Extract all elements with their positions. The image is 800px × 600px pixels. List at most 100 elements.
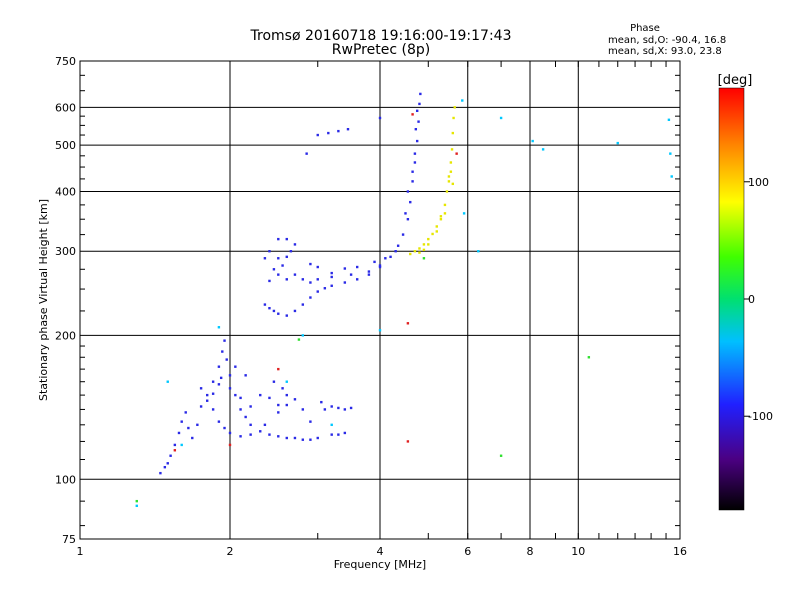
phase-stats-title: Phase: [630, 23, 660, 34]
data-point: [316, 290, 319, 293]
data-point: [449, 161, 453, 164]
data-point: [378, 265, 382, 269]
data-point: [268, 250, 271, 253]
data-point: [217, 365, 221, 368]
data-point: [305, 152, 308, 155]
data-point: [343, 408, 347, 411]
axis-ticks: 1 2 4 6 8 10 16 75 100 200 300 400 500 600 750: [55, 55, 687, 558]
data-point: [285, 278, 288, 281]
data-point: [301, 334, 305, 337]
data-point: [670, 175, 673, 178]
data-point: [169, 454, 172, 457]
data-point: [378, 329, 382, 332]
data-point: [244, 415, 247, 419]
data-point: [301, 438, 305, 441]
data-point: [343, 267, 347, 270]
data-point: [455, 152, 458, 155]
data-point: [268, 279, 271, 283]
data-point: [272, 309, 276, 313]
data-point: [373, 260, 376, 264]
data-point: [211, 392, 215, 395]
data-point: [249, 423, 252, 427]
data-point: [330, 284, 333, 287]
grid-lines: [80, 61, 680, 539]
data-point: [367, 273, 371, 276]
data-point: [316, 436, 319, 440]
data-point: [239, 408, 242, 411]
y-tick-label: 600: [55, 101, 76, 114]
data-point: [277, 411, 280, 414]
data-point: [349, 406, 353, 410]
data-point: [422, 248, 426, 252]
data-point: [263, 303, 267, 306]
data-point: [355, 265, 359, 269]
data-point: [163, 465, 167, 469]
data-point: [587, 356, 591, 359]
data-point: [272, 380, 276, 383]
chart-title: Tromsø 20160718 19:16:00-19:17:43: [250, 28, 512, 44]
data-point: [396, 244, 400, 247]
data-point: [268, 396, 271, 400]
phase-stats-x: mean, sd,X: 93.0, 23.8: [608, 46, 722, 57]
y-tick-label: 200: [55, 329, 76, 342]
data-point: [309, 262, 312, 266]
data-point: [415, 139, 419, 143]
data-point: [187, 426, 190, 430]
data-point: [346, 127, 350, 131]
data-point: [449, 170, 453, 173]
data-point: [413, 250, 417, 253]
chart-subtitle: RwPretec (8p): [332, 42, 430, 58]
data-point: [499, 116, 503, 120]
colorbar-ticks: -100 0 100: [744, 176, 773, 423]
data-point: [327, 131, 330, 135]
data-point: [293, 243, 297, 246]
data-point: [316, 133, 319, 137]
data-point: [281, 264, 284, 267]
data-point: [223, 426, 226, 430]
data-point: [277, 257, 280, 260]
data-point: [411, 170, 414, 173]
data-point: [451, 131, 455, 135]
data-point: [228, 431, 232, 435]
data-point: [439, 215, 443, 218]
data-point: [406, 190, 410, 193]
data-point: [309, 281, 312, 284]
data-point: [285, 403, 288, 407]
data-point: [221, 350, 224, 353]
data-point: [394, 250, 397, 253]
data-point: [301, 278, 305, 281]
y-tick-label: 300: [55, 245, 76, 258]
data-point: [277, 435, 280, 438]
data-point: [406, 218, 410, 221]
data-point: [378, 116, 382, 120]
data-point: [177, 431, 181, 435]
data-point: [415, 109, 419, 113]
data-point: [196, 423, 199, 427]
data-point: [445, 190, 449, 193]
data-point: [443, 212, 447, 215]
data-point: [330, 405, 333, 408]
data-point: [301, 408, 305, 411]
data-point: [499, 454, 503, 457]
data-point: [422, 243, 426, 246]
data-point: [173, 443, 177, 447]
data-point: [337, 433, 340, 436]
data-point: [166, 380, 169, 383]
data-point: [404, 212, 407, 215]
colorbar: [718, 87, 745, 511]
data-point: [349, 273, 353, 276]
colorbar-tick-label: 100: [748, 176, 769, 189]
data-point: [477, 250, 480, 253]
data-point: [337, 406, 340, 410]
data-point: [414, 127, 418, 131]
x-axis-label: Frequency [MHz]: [334, 558, 426, 571]
data-point: [259, 393, 262, 397]
data-point: [667, 118, 671, 122]
data-point: [367, 270, 371, 273]
data-point: [211, 408, 215, 411]
data-point: [239, 396, 242, 400]
data-point: [541, 148, 545, 151]
data-point: [323, 287, 327, 290]
data-point: [439, 218, 443, 221]
data-point: [277, 237, 280, 241]
